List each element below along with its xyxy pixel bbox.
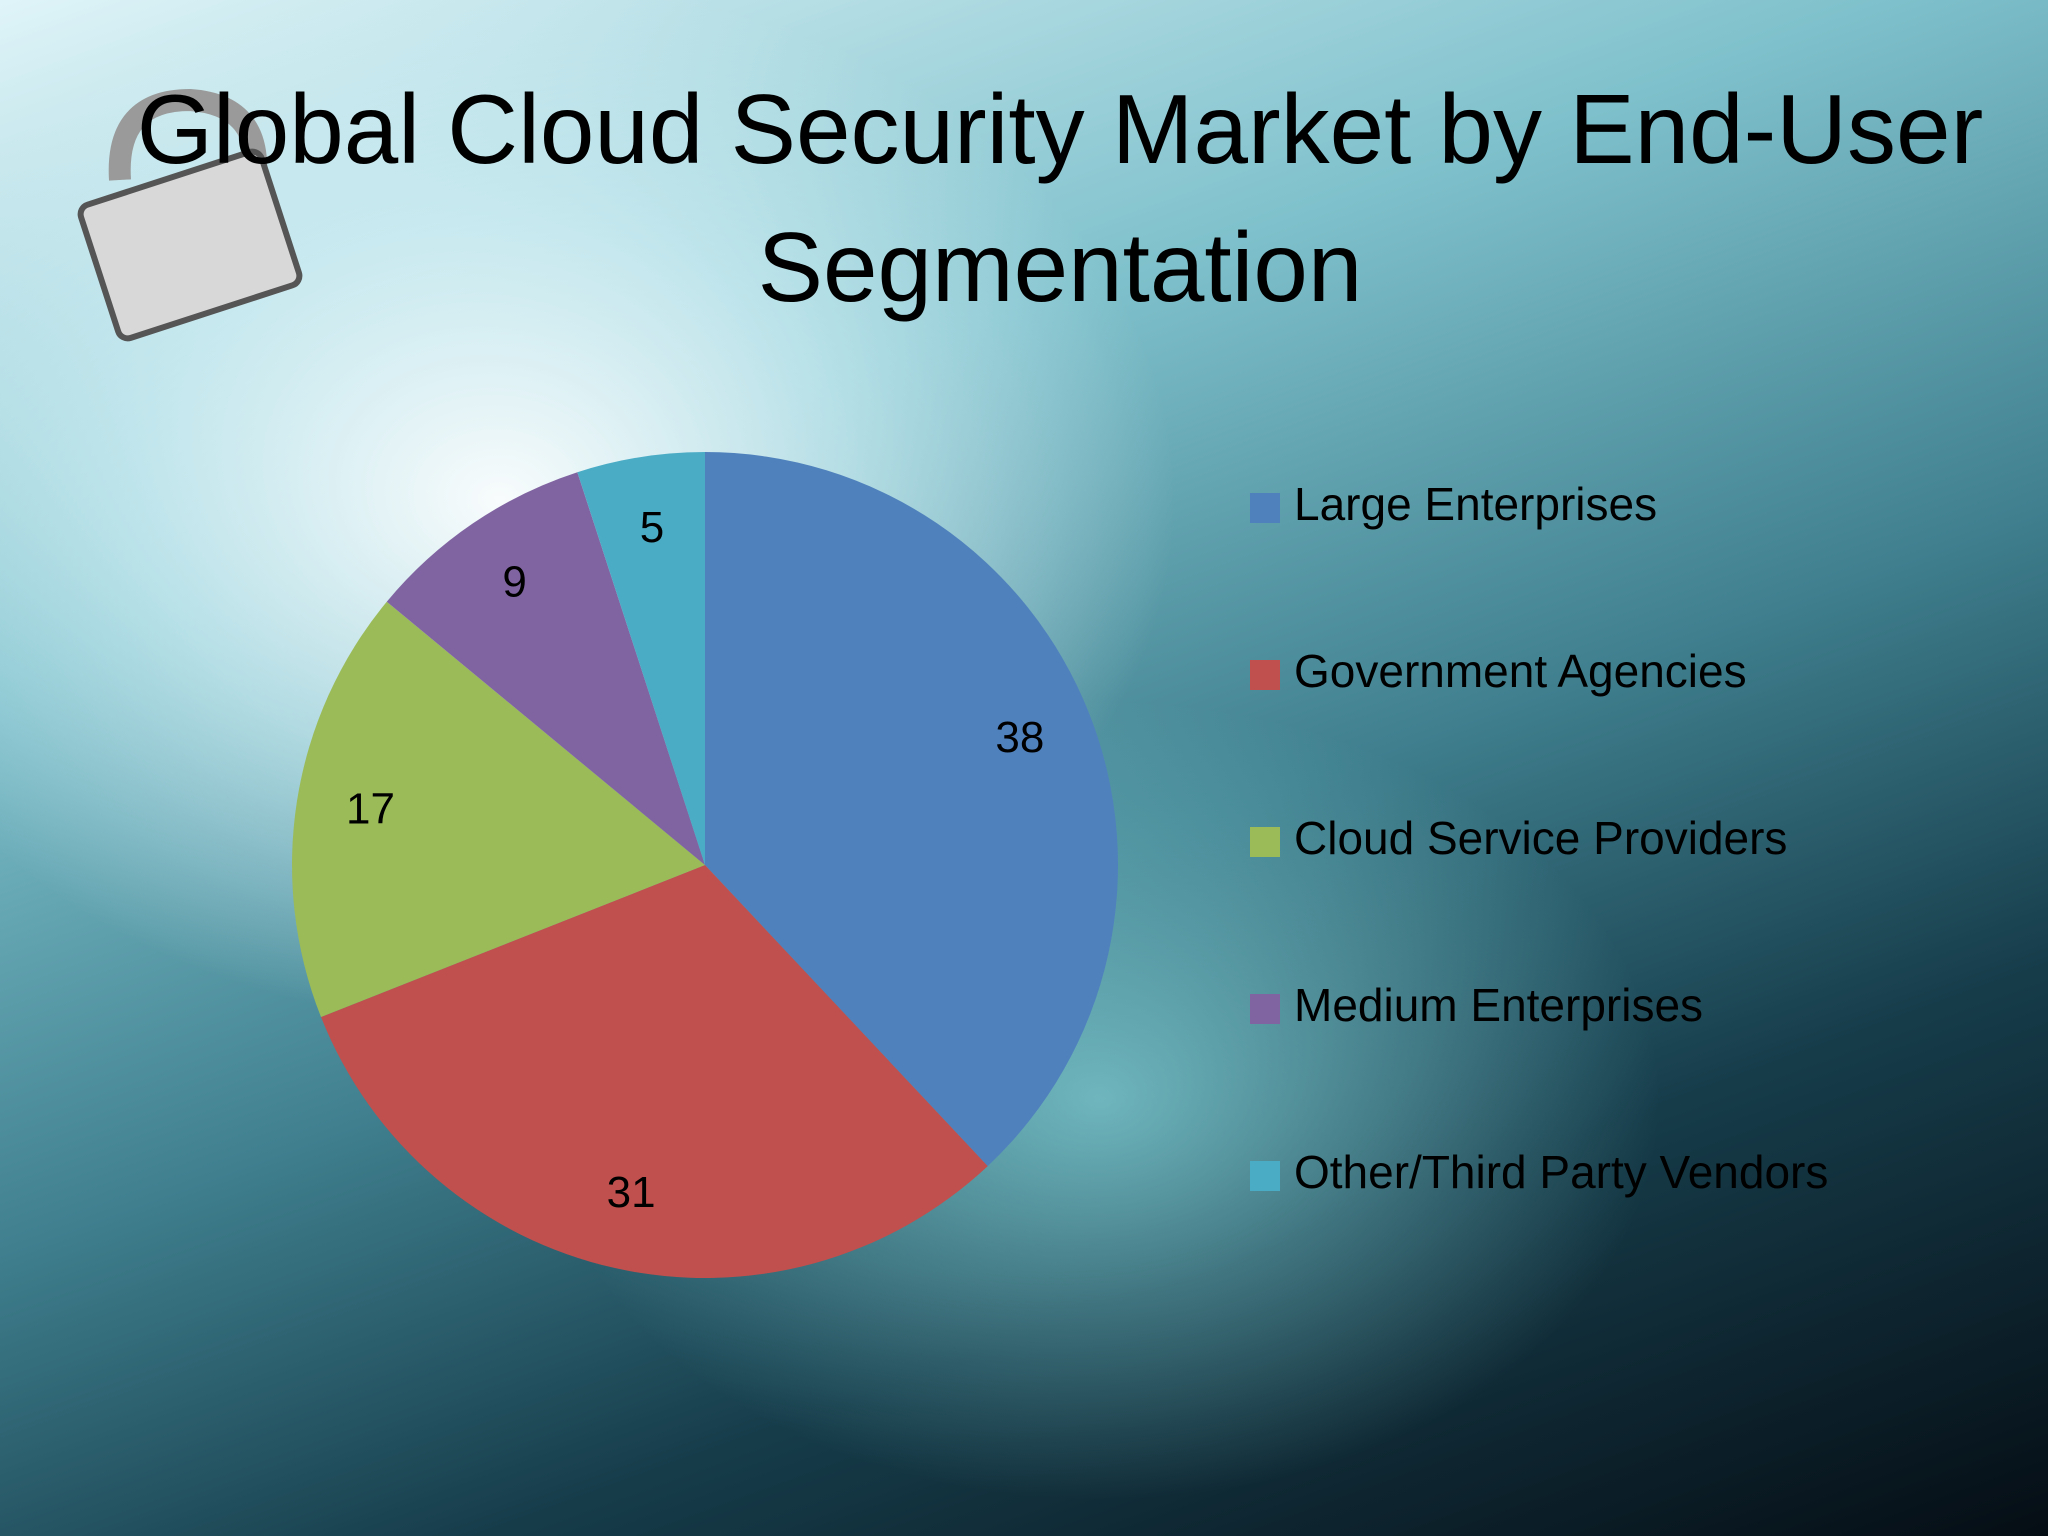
pie-slice — [321, 865, 988, 1278]
pie-slice — [705, 452, 1119, 1167]
legend-label: Other/Third Party Vendors — [1294, 1146, 1828, 1198]
legend-swatch — [1250, 493, 1280, 523]
data-label: 17 — [346, 785, 395, 834]
legend-swatch — [1250, 1161, 1280, 1191]
legend-swatch — [1250, 827, 1280, 857]
legend-swatch — [1250, 660, 1280, 690]
lock-shackle — [108, 88, 268, 187]
chart-title: Global Cloud Security Market by End-User… — [136, 74, 1984, 322]
pie-slice — [386, 472, 705, 865]
data-label: 5 — [640, 503, 664, 552]
legend-label: Government Agencies — [1294, 645, 1747, 697]
data-label: 31 — [607, 1168, 656, 1217]
legend-label: Large Enterprises — [1294, 478, 1657, 530]
data-label: 38 — [995, 713, 1044, 762]
legend-label: Cloud Service Providers — [1294, 812, 1787, 864]
lock-body — [77, 148, 303, 342]
data-label: 9 — [502, 558, 526, 607]
legend-swatch — [1250, 994, 1280, 1024]
lock-icon — [77, 88, 303, 342]
legend-label: Medium Enterprises — [1294, 979, 1703, 1031]
pie-slice — [577, 452, 705, 865]
pie-slice — [292, 601, 705, 1018]
